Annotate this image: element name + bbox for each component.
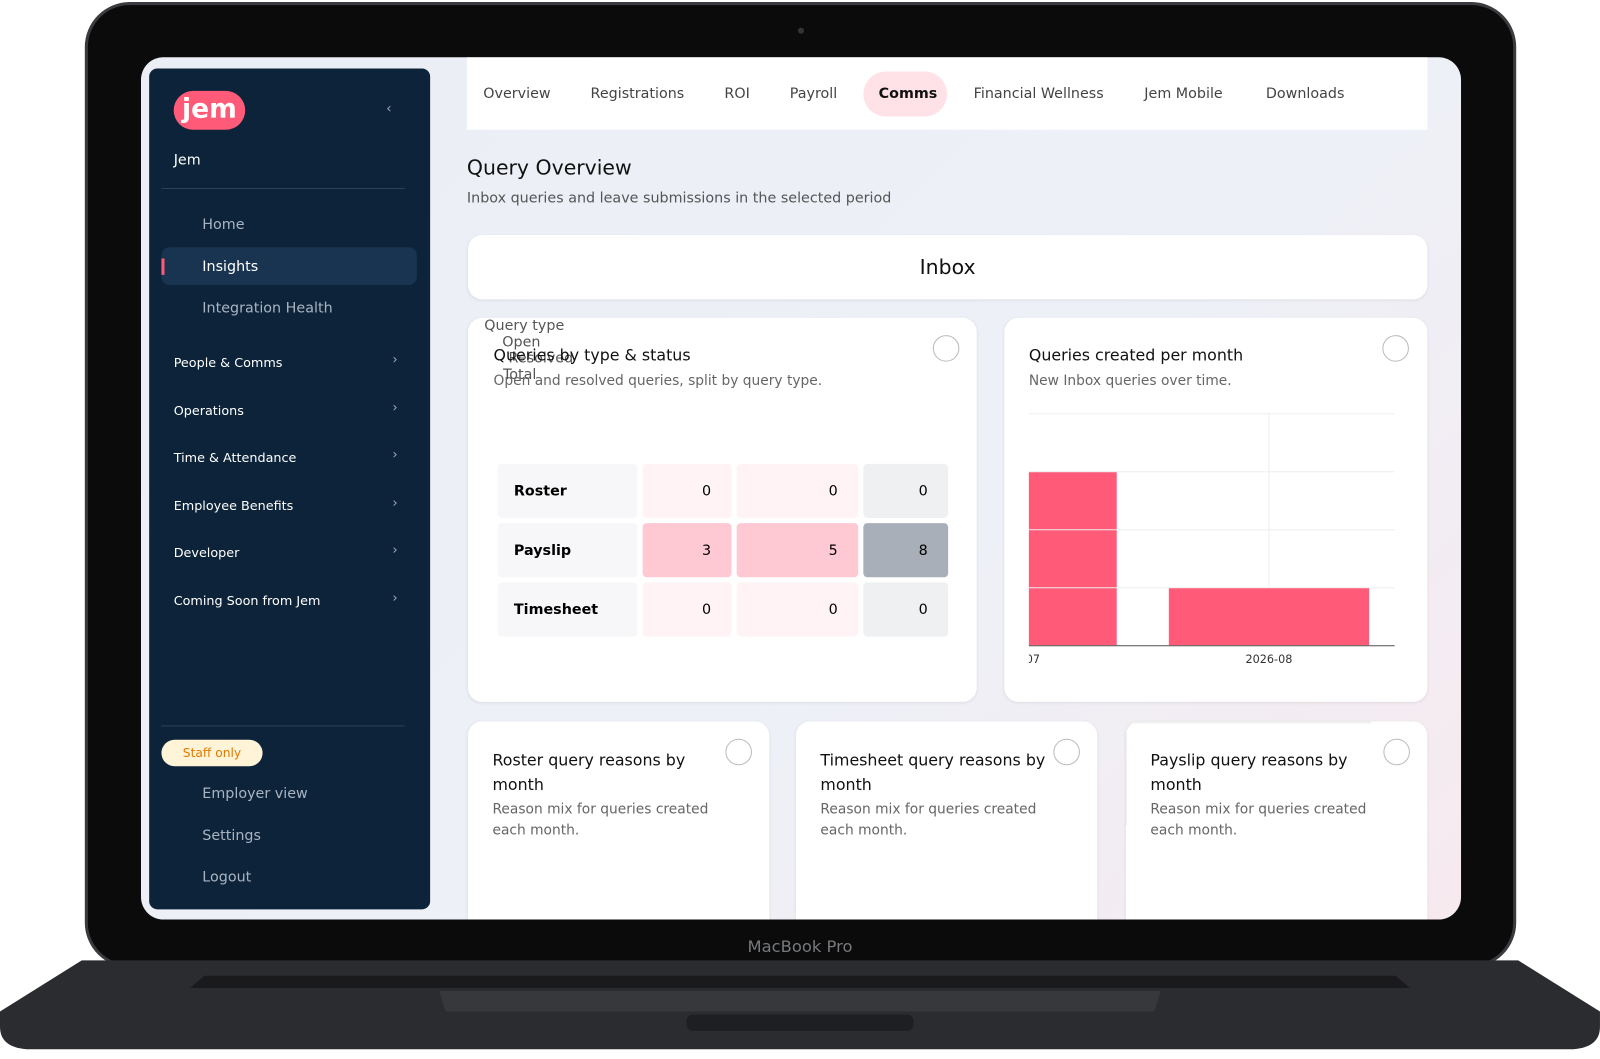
column-header: Open <box>502 334 541 351</box>
card-title: Roster query reasons by month <box>492 750 686 794</box>
table-value: 5 <box>736 523 859 578</box>
download-button[interactable] <box>1383 738 1410 766</box>
table-value: 0 <box>736 463 859 519</box>
column-header: Total <box>502 366 537 384</box>
column-header: Resolved <box>508 350 574 367</box>
tab[interactable]: Financial Wellness <box>973 85 1104 103</box>
card-subtitle: New Inbox queries over time. <box>1028 372 1232 390</box>
nav-group[interactable]: Time & Attendance <box>173 449 297 465</box>
staff-badge: Staff only <box>161 739 263 767</box>
column-header: Query type <box>484 317 565 335</box>
nav-group[interactable]: Operations <box>173 402 244 418</box>
tab[interactable]: Payroll <box>789 85 838 103</box>
screen: jem ‹ Jem Staff only Home Insights Integra… <box>140 57 1462 920</box>
download-button[interactable] <box>1382 335 1409 362</box>
sidebar: jem ‹ Jem Staff only Home Insights Integra… <box>149 68 431 910</box>
chart-card: Payslip query reasons by month Reason mix… <box>1125 721 1428 920</box>
tab[interactable]: Registrations <box>590 85 685 103</box>
x-tick-label: 2026-08 <box>1246 653 1293 666</box>
grid-line <box>1125 721 1372 723</box>
divider <box>161 187 405 190</box>
download-button[interactable] <box>725 738 752 766</box>
download-button[interactable] <box>1053 738 1080 766</box>
x-tick-label: 2026-07 <box>1004 653 1040 666</box>
table-value: 0 <box>863 582 949 637</box>
nav-group[interactable]: Developer <box>173 544 240 560</box>
download-button[interactable] <box>932 335 960 362</box>
logo: jem <box>173 90 246 130</box>
chevron: › <box>392 447 398 463</box>
chart: 2026-07 2026-08 <box>1004 413 1395 666</box>
divider <box>161 725 405 727</box>
table-value: 3 <box>642 523 732 578</box>
nav-item[interactable]: Insights <box>202 258 259 275</box>
chevron: › <box>392 495 398 511</box>
table-value: 0 <box>642 582 732 637</box>
chevron: › <box>392 352 398 368</box>
section-card: Inbox <box>467 234 1428 300</box>
table-value: 0 <box>736 582 859 637</box>
active-nav <box>161 247 417 286</box>
grid-line <box>1125 723 1127 826</box>
tab[interactable]: Comms <box>878 85 938 103</box>
table-value: 0 <box>863 463 949 519</box>
tab[interactable]: Jem Mobile <box>1144 85 1223 103</box>
bar <box>1028 471 1117 646</box>
card-title: Payslip query reasons by month <box>1150 750 1348 794</box>
collapse[interactable]: ‹ <box>386 101 392 117</box>
card-title: Queries by type & status <box>493 346 691 365</box>
card-title: Queries created per month <box>1028 346 1244 365</box>
section-title: Inbox <box>919 254 976 279</box>
footer-item[interactable]: Logout <box>202 869 252 886</box>
laptop-label: MacBook Pro <box>747 936 853 957</box>
table-card: Queries by type & status Open and resolv… <box>467 317 977 702</box>
card-subtitle: Open and resolved queries, split by quer… <box>493 372 823 390</box>
nav-item[interactable]: Integration Health <box>202 300 333 317</box>
table-value: 8 <box>863 523 949 578</box>
plot: 2026-07 2026-08 <box>1004 413 1370 666</box>
org-name: Jem <box>173 152 201 169</box>
card-subtitle: Reason mix for queries created each mont… <box>1150 801 1367 839</box>
laptop-base <box>0 960 1600 1050</box>
nav-group[interactable]: Employee Benefits <box>173 497 294 513</box>
active-tab <box>863 71 948 117</box>
row-label: Roster <box>497 463 638 519</box>
footer-item[interactable]: Settings <box>202 827 261 844</box>
chart-card: Timesheet query reasons by month Reason m… <box>795 721 1098 920</box>
nav-group[interactable]: Coming Soon from Jem <box>173 592 321 608</box>
chevron: › <box>392 590 398 606</box>
chart-card: Roster query reasons by month Reason mix … <box>467 721 770 920</box>
card-subtitle: Reason mix for queries created each mont… <box>820 801 1037 839</box>
card-title: Timesheet query reasons by month <box>820 750 1046 794</box>
active-indicator <box>161 258 165 275</box>
tab[interactable]: Overview <box>483 85 551 103</box>
chevron: › <box>392 542 398 558</box>
tab[interactable]: ROI <box>724 85 750 103</box>
footer-item[interactable]: Employer view <box>202 785 308 803</box>
camera <box>797 27 805 34</box>
bar <box>1168 587 1370 646</box>
tab[interactable]: Downloads <box>1265 85 1345 103</box>
nav-item[interactable]: Home <box>202 216 245 233</box>
tab-bar: Overview Registrations ROI Payroll Comms Fina… <box>466 57 1428 130</box>
page-subtitle: Inbox queries and leave submissions in t… <box>466 190 892 207</box>
chart-card: Queries created per month New Inbox quer… <box>1004 317 1428 702</box>
row-label: Timesheet <box>497 582 638 637</box>
grid-line <box>1125 722 1372 724</box>
row-label: Payslip <box>497 523 638 578</box>
chevron: › <box>392 399 398 416</box>
nav-group[interactable]: People & Comms <box>173 354 283 370</box>
page-title: Query Overview <box>466 155 632 180</box>
table-value: 0 <box>642 463 732 519</box>
card-subtitle: Reason mix for queries created each mont… <box>492 801 709 839</box>
